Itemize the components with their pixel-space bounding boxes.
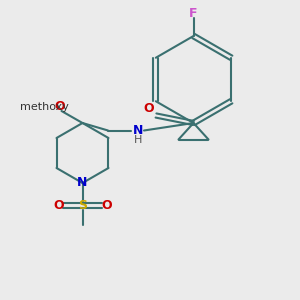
Text: N: N: [77, 176, 88, 190]
Text: O: O: [101, 199, 112, 212]
Text: O: O: [53, 199, 64, 212]
Text: S: S: [78, 199, 87, 212]
Text: N: N: [133, 124, 143, 137]
Text: O: O: [55, 100, 65, 113]
Text: methoxy: methoxy: [20, 101, 68, 112]
Text: F: F: [189, 7, 198, 20]
Text: H: H: [134, 135, 142, 146]
Text: O: O: [143, 102, 154, 116]
